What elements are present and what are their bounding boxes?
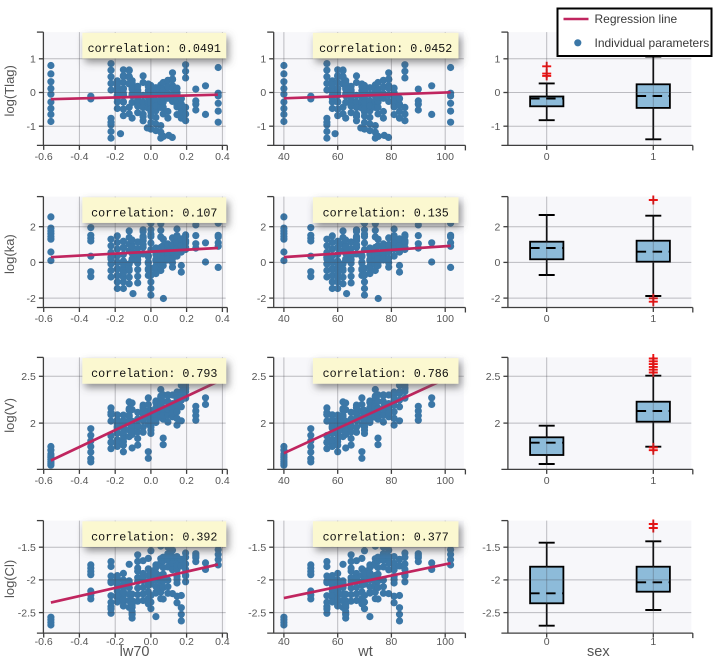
svg-text:0.0: 0.0 [144,636,159,648]
svg-text:-0.6: -0.6 [35,636,53,648]
svg-text:sex: sex [587,644,610,660]
svg-text:0.4: 0.4 [215,151,230,163]
svg-text:0: 0 [544,151,550,163]
svg-text:-0.4: -0.4 [70,475,88,487]
svg-text:log(V): log(V) [2,398,17,433]
svg-text:0.2: 0.2 [179,151,194,163]
svg-text:0.4: 0.4 [215,636,230,648]
svg-text:-0.4: -0.4 [70,151,88,163]
svg-text:-2.5: -2.5 [248,607,266,619]
svg-text:2.5: 2.5 [252,371,267,383]
svg-text:60: 60 [332,636,344,648]
svg-text:correlation: 0.377: correlation: 0.377 [323,530,449,544]
svg-text:correlation: 0.107: correlation: 0.107 [91,206,217,220]
svg-text:-0.2: -0.2 [106,636,124,648]
svg-text:0: 0 [30,257,36,269]
svg-text:-0.6: -0.6 [35,151,53,163]
svg-text:0.4: 0.4 [215,475,230,487]
svg-text:-0.2: -0.2 [106,151,124,163]
svg-text:100: 100 [436,151,454,163]
svg-text:80: 80 [386,636,398,648]
svg-text:40: 40 [278,151,290,163]
svg-text:1: 1 [650,636,656,648]
svg-text:0: 0 [495,257,501,269]
svg-text:0.0: 0.0 [144,151,159,163]
svg-text:1: 1 [650,151,656,163]
svg-text:-1.5: -1.5 [248,542,266,554]
svg-text:-2.5: -2.5 [482,607,500,619]
svg-text:2: 2 [260,221,266,233]
svg-text:2: 2 [30,418,36,430]
svg-text:2: 2 [30,221,36,233]
svg-text:correlation: 0.786: correlation: 0.786 [323,367,449,381]
svg-text:lw70: lw70 [120,644,150,660]
svg-text:0: 0 [260,257,266,269]
svg-text:0: 0 [544,475,550,487]
svg-text:log(Cl): log(Cl) [2,560,17,598]
svg-text:0.4: 0.4 [215,313,230,325]
svg-text:wt: wt [357,644,373,660]
svg-text:-2: -2 [491,293,500,305]
svg-text:Individual parameters: Individual parameters [595,36,710,50]
svg-text:1: 1 [495,54,501,66]
svg-text:0.2: 0.2 [179,475,194,487]
svg-text:-2: -2 [257,575,266,587]
svg-text:0: 0 [260,87,266,99]
svg-text:0.0: 0.0 [144,475,159,487]
svg-text:2: 2 [495,221,501,233]
svg-text:-1: -1 [491,121,500,133]
svg-text:80: 80 [386,151,398,163]
svg-text:-2: -2 [27,293,36,305]
svg-text:80: 80 [386,475,398,487]
svg-text:-2: -2 [257,293,266,305]
svg-text:0: 0 [495,87,501,99]
svg-text:-0.2: -0.2 [106,313,124,325]
svg-text:0.2: 0.2 [179,313,194,325]
svg-text:1: 1 [650,475,656,487]
svg-text:Regression line: Regression line [595,12,678,26]
svg-text:1: 1 [650,313,656,325]
svg-text:log(ka): log(ka) [2,234,17,274]
svg-text:-1.5: -1.5 [482,542,500,554]
svg-text:100: 100 [436,475,454,487]
svg-text:-0.4: -0.4 [70,636,88,648]
svg-text:100: 100 [436,313,454,325]
svg-text:correlation: 0.0452: correlation: 0.0452 [319,42,452,56]
svg-text:1: 1 [30,54,36,66]
svg-text:2.5: 2.5 [21,371,36,383]
svg-text:-2: -2 [491,575,500,587]
svg-text:0.2: 0.2 [179,636,194,648]
svg-text:0: 0 [544,636,550,648]
svg-text:2: 2 [260,418,266,430]
svg-text:-0.2: -0.2 [106,475,124,487]
svg-text:log(Tlag): log(Tlag) [2,65,17,116]
svg-text:-2: -2 [27,575,36,587]
svg-text:-0.6: -0.6 [35,313,53,325]
svg-text:-2.5: -2.5 [18,607,36,619]
svg-text:2: 2 [495,418,501,430]
svg-text:-0.6: -0.6 [35,475,53,487]
svg-text:-0.4: -0.4 [70,313,88,325]
svg-text:40: 40 [278,636,290,648]
svg-text:80: 80 [386,313,398,325]
svg-text:40: 40 [278,313,290,325]
svg-text:1: 1 [260,54,266,66]
svg-text:-1: -1 [27,121,36,133]
svg-text:correlation: 0.793: correlation: 0.793 [91,367,217,381]
svg-text:-1: -1 [257,121,266,133]
svg-text:0: 0 [30,87,36,99]
svg-text:correlation: 0.135: correlation: 0.135 [323,206,449,220]
svg-text:correlation: 0.0491: correlation: 0.0491 [88,42,221,56]
svg-text:60: 60 [332,475,344,487]
svg-text:60: 60 [332,313,344,325]
svg-text:0: 0 [544,313,550,325]
svg-text:60: 60 [332,151,344,163]
svg-text:0.0: 0.0 [144,313,159,325]
svg-text:correlation: 0.392: correlation: 0.392 [91,530,217,544]
svg-text:2.5: 2.5 [486,371,501,383]
svg-text:100: 100 [436,636,454,648]
svg-text:40: 40 [278,475,290,487]
svg-text:-1.5: -1.5 [18,542,36,554]
